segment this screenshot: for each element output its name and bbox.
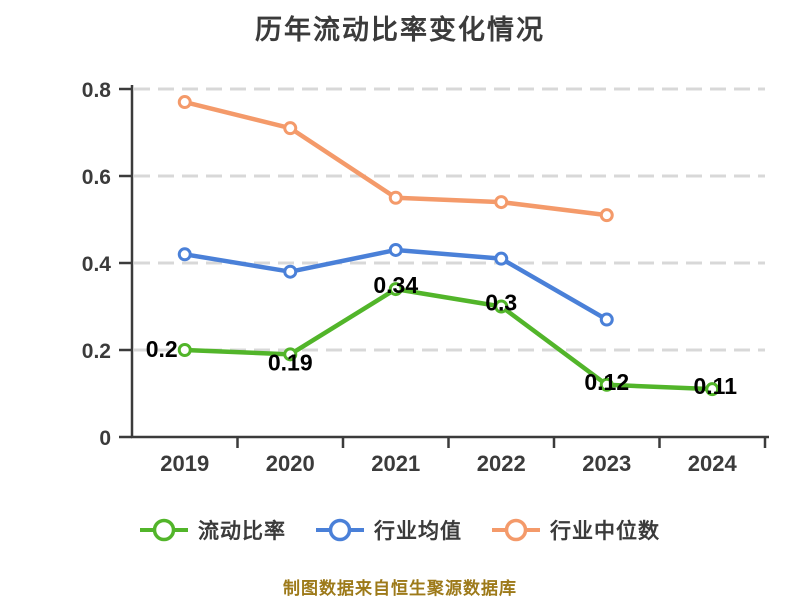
legend-label-industry-median: 行业中位数 [550,520,660,543]
current-ratio-point-label-2020: 0.19 [268,349,313,375]
data-source-note: 制图数据来自恒生聚源数据库 [283,579,517,598]
industry-average-point-2023 [599,312,614,327]
current-ratio-point-2024 [705,382,720,397]
legend-item-industry-average: 行业均值 [316,515,462,545]
x-tick-label-2022: 2022 [477,451,526,476]
industry-average-point-2020 [283,264,298,279]
industry-median-point-2023 [599,208,614,223]
current-ratio-point-2022 [494,299,509,314]
industry-median-point-2022 [494,195,509,210]
legend-label-current-ratio: 流动比率 [198,520,286,543]
chart-title: 历年流动比率变化情况 [255,15,545,45]
current-ratio-point-2021 [388,282,403,297]
y-tick-label-0: 0 [99,427,111,450]
industry-average-point-2022 [494,251,509,266]
current-ratio-point-label-2022: 0.3 [485,290,517,316]
industry-median-point-2021 [388,190,403,205]
current-ratio-point-label-2024: 0.11 [694,373,738,399]
industry-median-point-2020 [283,121,298,136]
legend-label-industry-average: 行业均值 [374,520,462,543]
legend-item-industry-median: 行业中位数 [492,515,660,545]
current-ratio-point-label-2023: 0.12 [584,369,629,395]
industry-median-legend-marker-icon [492,518,540,542]
x-tick-label-2024: 2024 [688,451,738,476]
y-tick-label-0.8: 0.8 [82,79,112,102]
current-ratio-point-2019 [177,343,192,357]
y-tick-label-0.2: 0.2 [82,340,111,363]
current-ratio-point-2020 [283,347,298,362]
current-ratio-line [182,286,715,392]
x-tick-label-2020: 2020 [266,451,315,476]
x-tick-label-2021: 2021 [371,451,420,476]
current-ratio-point-label-2019: 0.2 [146,336,178,362]
line-chart-plot: 0 0.2 0.4 0.6 0.8 2019 2020 2021 2022 2023 2024 0.2… [82,79,769,476]
industry-median-point-2019 [177,95,192,110]
y-tick-label-0.6: 0.6 [82,166,111,189]
industry-average-point-2019 [177,247,192,262]
current-ratio-legend-marker-icon [140,518,188,542]
x-tick-label-2023: 2023 [582,451,631,476]
y-tick-label-0.4: 0.4 [82,253,112,276]
legend-item-current-ratio: 流动比率 [140,515,286,545]
x-tick-label-2019: 2019 [160,451,209,476]
current-ratio-point-2023 [599,377,614,392]
industry-average-point-2021 [388,242,403,257]
industry-average-legend-marker-icon [316,518,364,542]
chart-legend: 流动比率 行业均值 行业中位数 [0,515,800,545]
current-ratio-point-label-2021: 0.34 [373,272,418,298]
